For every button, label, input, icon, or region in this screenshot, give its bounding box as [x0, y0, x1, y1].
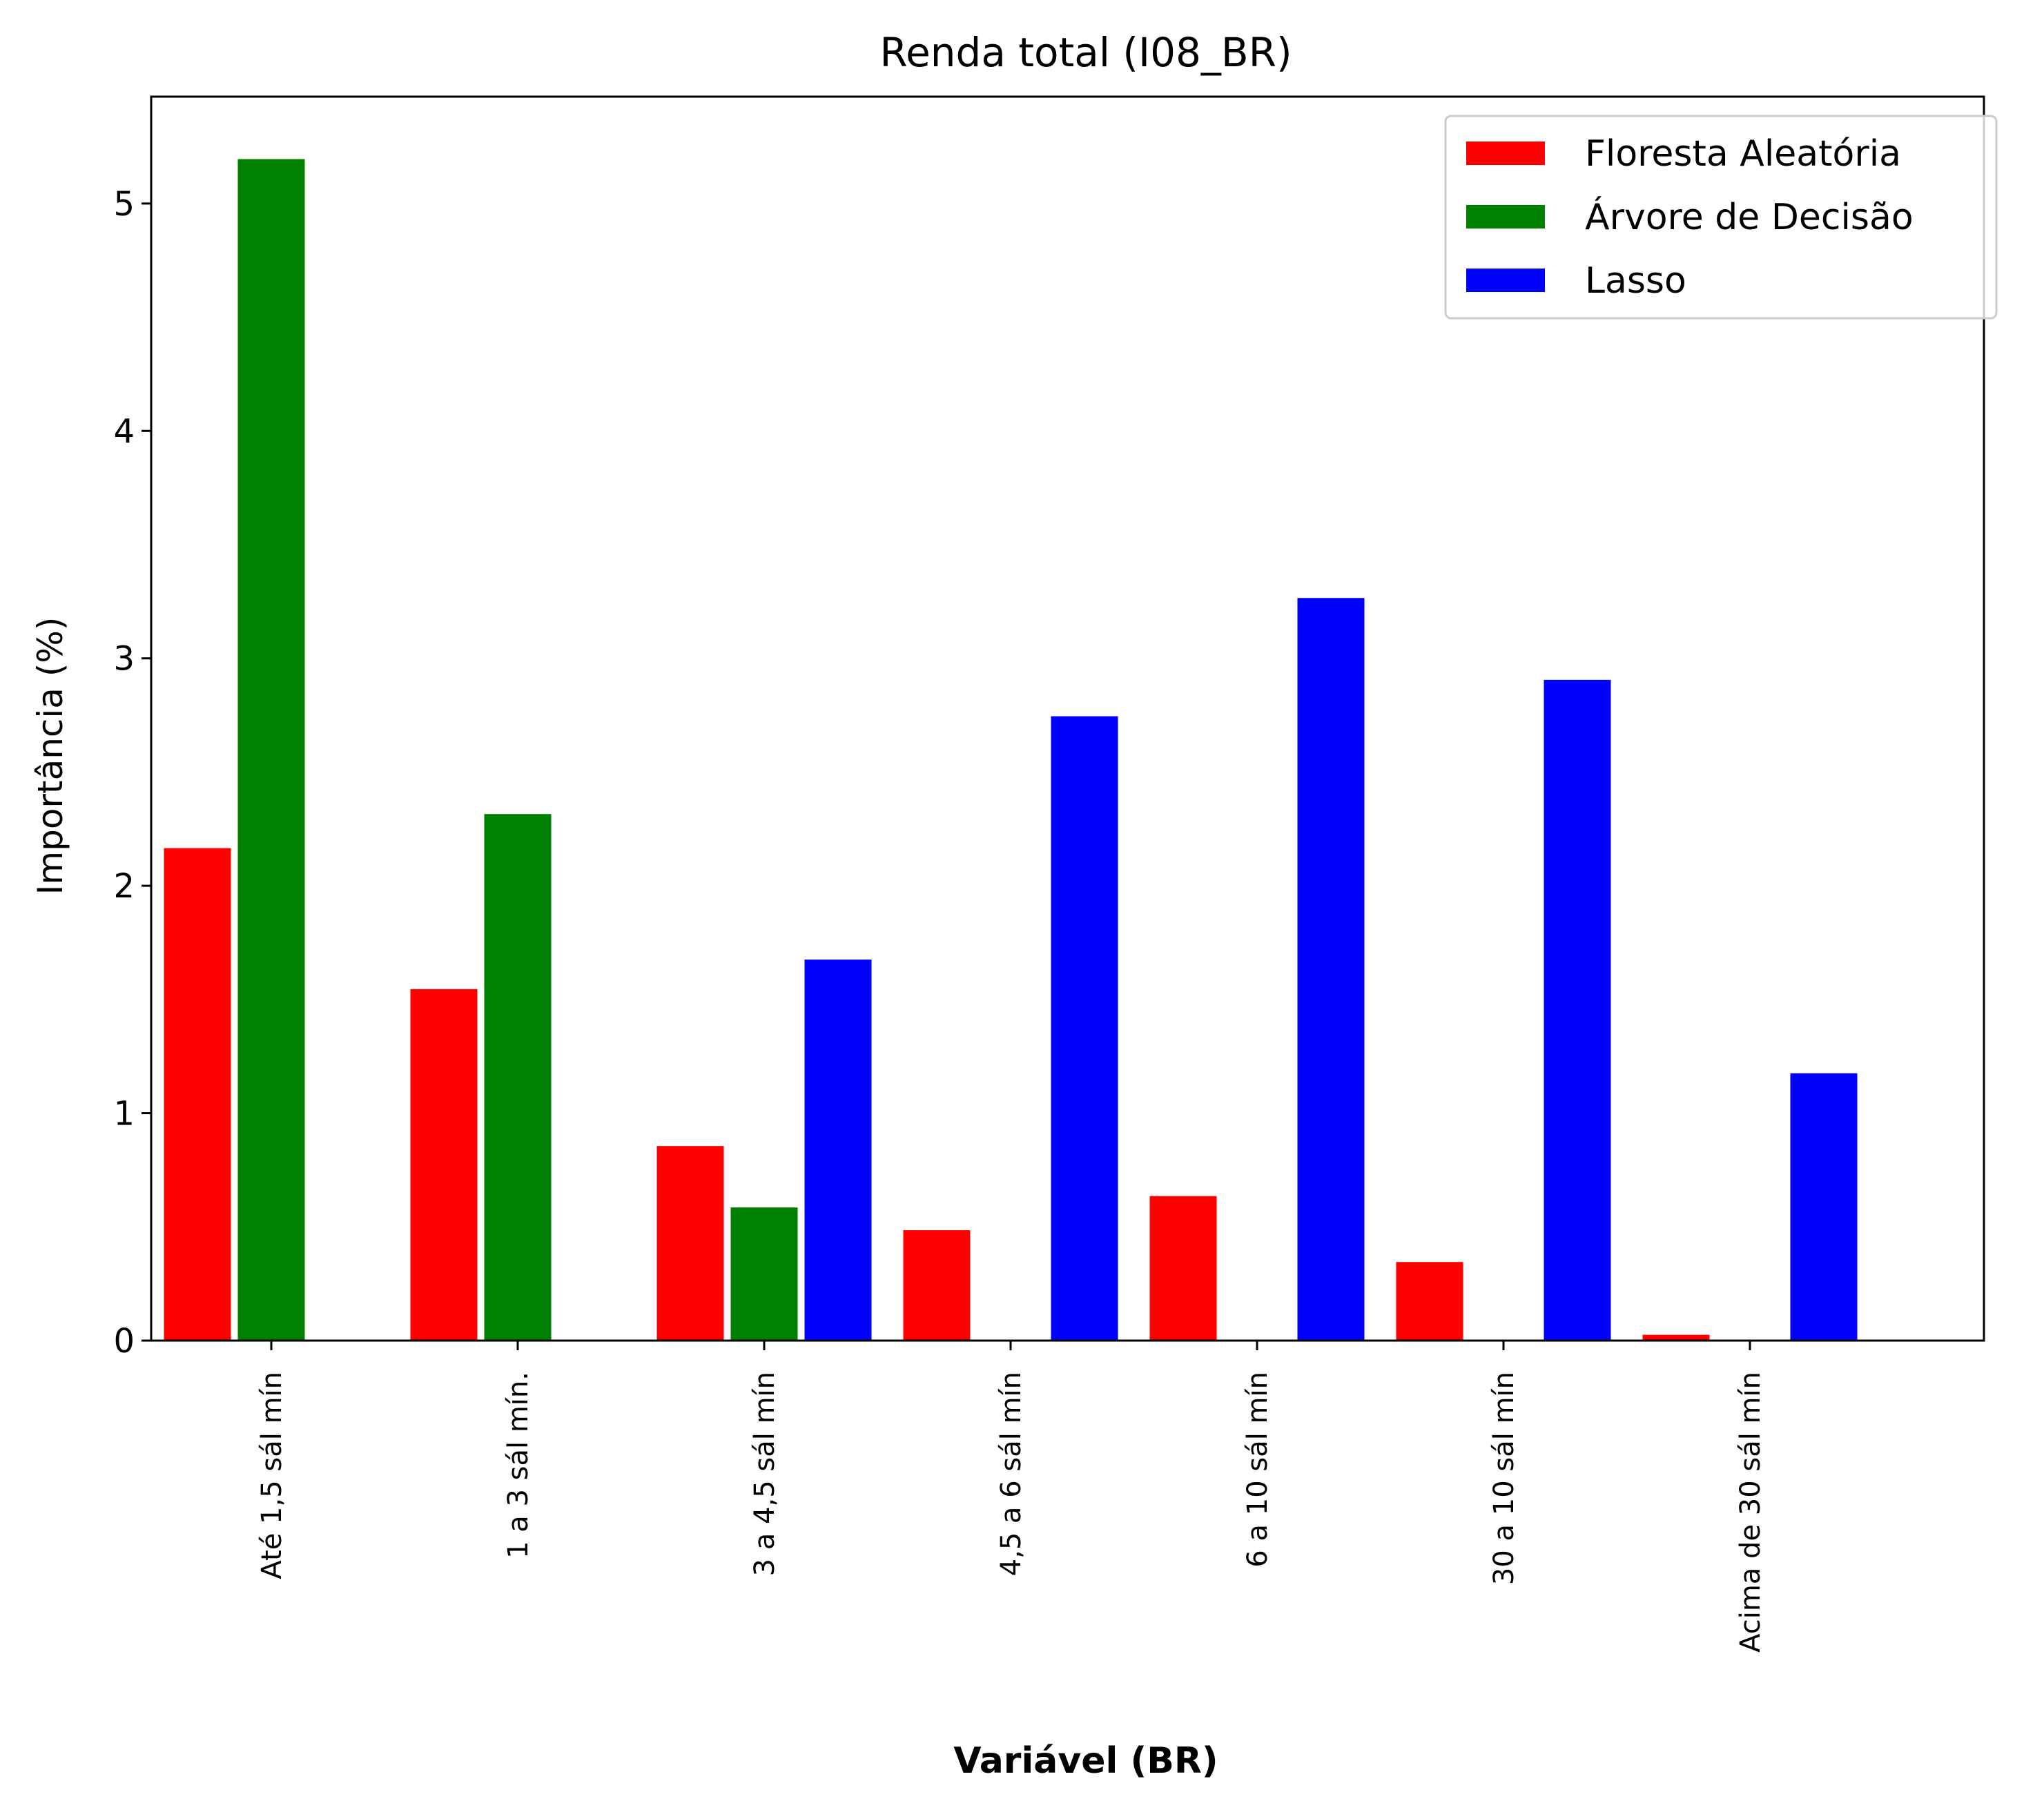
bar: [802, 957, 874, 1342]
legend-entry: Floresta Aleatória: [1585, 133, 1901, 175]
legend-swatch: [1466, 142, 1545, 165]
bar: [654, 1144, 726, 1342]
legend-entry: Árvore de Decisão: [1585, 196, 1914, 238]
bar: [901, 1228, 973, 1342]
legend-swatch: [1466, 269, 1545, 292]
x-axis: Até 1,5 sál mín 1 a 3 sál mín. 3 a 4,5 sál…: [256, 1341, 1766, 1653]
y-tick-label: 3: [113, 640, 135, 679]
x-tick-label: 3 a 4,5 sál mín: [749, 1372, 781, 1576]
bars-layer: [162, 157, 1860, 1342]
bar: [235, 157, 307, 1342]
bar: [1295, 596, 1367, 1342]
x-tick-label: Acima de 30 sál mín: [1735, 1372, 1766, 1653]
x-axis-label: Variável (BR): [953, 1740, 1218, 1782]
plot-frame: [150, 95, 1985, 1342]
x-tick-label: 6 a 10 sál mín: [1242, 1372, 1274, 1568]
y-tick-label: 4: [113, 412, 135, 451]
y-tick-label: 2: [113, 867, 135, 906]
y-tick-label: 0: [113, 1322, 135, 1361]
y-tick-label: 5: [113, 185, 135, 224]
bar: [162, 846, 233, 1342]
bar: [1147, 1194, 1219, 1342]
y-axis-label: Importância (%): [30, 617, 70, 895]
bar: [728, 1205, 800, 1342]
bar: [408, 986, 480, 1342]
legend-entry: Lasso: [1585, 260, 1686, 302]
bar: [1394, 1260, 1466, 1342]
bar: [1541, 677, 1613, 1342]
legend-swatch: [1466, 205, 1545, 228]
x-tick-label: 30 a 10 sál mín: [1488, 1372, 1520, 1585]
chart-title: Renda total (I08_BR): [879, 29, 1292, 76]
bar: [482, 812, 554, 1342]
x-tick-label: Até 1,5 sál mín: [256, 1372, 288, 1579]
legend-box: [1444, 115, 1998, 320]
bar: [1049, 714, 1120, 1342]
y-tick-label: 1: [113, 1095, 135, 1133]
legend: Floresta Aleatória Árvore de Decisão Lasso: [1444, 115, 1998, 320]
x-tick-label: 1 a 3 sál mín.: [503, 1372, 534, 1559]
bar: [1788, 1071, 1860, 1342]
x-tick-label: 4,5 a 6 sál mín: [995, 1372, 1027, 1576]
y-axis: 0 1 2 3 4 5: [113, 185, 151, 1361]
